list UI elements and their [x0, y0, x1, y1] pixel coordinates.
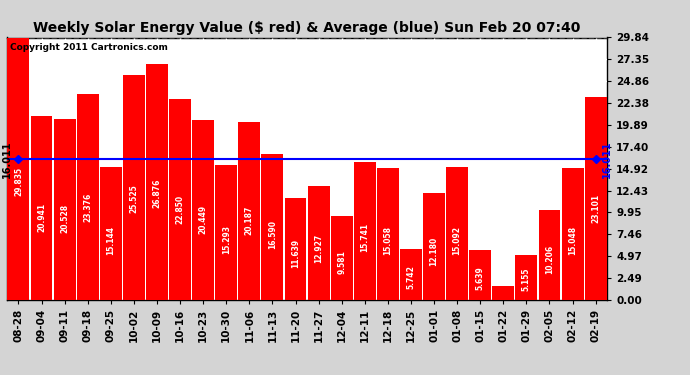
Bar [446, 167, 468, 300]
Text: 25.525: 25.525 [130, 184, 139, 213]
Text: 15.741: 15.741 [360, 223, 369, 252]
Text: 15.293: 15.293 [221, 225, 230, 254]
Text: 5.155: 5.155 [522, 268, 531, 291]
Text: 23.101: 23.101 [591, 194, 600, 223]
Text: Copyright 2011 Cartronics.com: Copyright 2011 Cartronics.com [10, 43, 168, 52]
Bar [54, 119, 76, 300]
Bar [146, 64, 168, 300]
Bar [423, 193, 445, 300]
Text: 23.376: 23.376 [83, 193, 92, 222]
Bar [123, 75, 145, 300]
Text: 10.206: 10.206 [545, 245, 554, 274]
Bar [284, 198, 306, 300]
Bar [377, 168, 399, 300]
Bar [77, 94, 99, 300]
Bar [469, 251, 491, 300]
Text: 16.011: 16.011 [602, 140, 612, 178]
Text: 11.639: 11.639 [291, 239, 300, 268]
Bar [215, 165, 237, 300]
Bar [100, 167, 121, 300]
Text: 20.528: 20.528 [60, 204, 69, 233]
Text: 16.011: 16.011 [2, 140, 12, 178]
Bar [308, 186, 330, 300]
Bar [331, 216, 353, 300]
Bar [30, 116, 52, 300]
Text: 15.092: 15.092 [453, 226, 462, 255]
Bar [515, 255, 538, 300]
Title: Weekly Solar Energy Value ($ red) & Average (blue) Sun Feb 20 07:40: Weekly Solar Energy Value ($ red) & Aver… [33, 21, 581, 35]
Bar [238, 122, 260, 300]
Text: 20.941: 20.941 [37, 202, 46, 232]
Text: 5.742: 5.742 [406, 266, 415, 289]
Text: 15.048: 15.048 [568, 226, 577, 255]
Bar [262, 154, 284, 300]
Text: 15.058: 15.058 [384, 226, 393, 255]
Text: 20.187: 20.187 [245, 206, 254, 235]
Text: 12.180: 12.180 [430, 237, 439, 266]
Bar [8, 38, 30, 300]
Bar [169, 99, 191, 300]
Bar [400, 249, 422, 300]
Text: 20.449: 20.449 [199, 204, 208, 234]
Bar [538, 210, 560, 300]
Bar [354, 162, 376, 300]
Text: 9.581: 9.581 [337, 250, 346, 274]
Text: 22.850: 22.850 [175, 195, 184, 224]
Bar [562, 168, 584, 300]
Bar [193, 120, 214, 300]
Text: 26.876: 26.876 [152, 179, 161, 208]
Text: 29.835: 29.835 [14, 167, 23, 196]
Bar [493, 286, 514, 300]
Text: 16.590: 16.590 [268, 220, 277, 249]
Text: 5.639: 5.639 [475, 266, 484, 290]
Text: 15.144: 15.144 [106, 225, 115, 255]
Bar [584, 97, 607, 300]
Text: 12.927: 12.927 [314, 234, 323, 264]
